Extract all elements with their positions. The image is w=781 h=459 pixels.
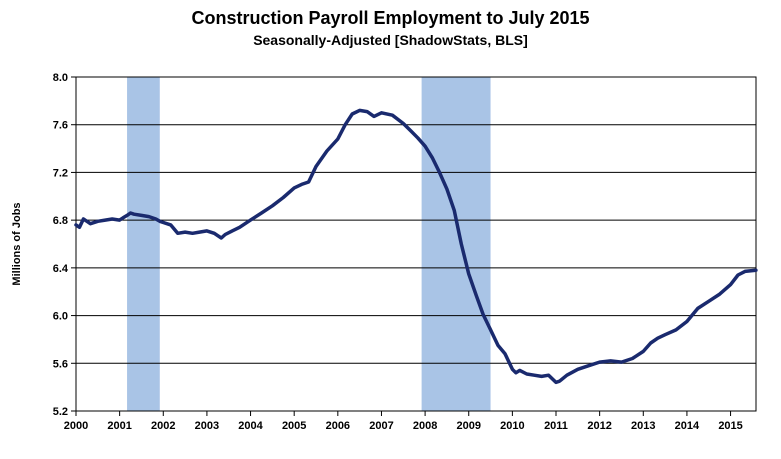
x-tick-label: 2002 [151,420,175,432]
chart-subtitle: Seasonally-Adjusted [ShadowStats, BLS] [253,32,528,48]
y-tick-label: 7.6 [53,120,68,132]
x-tick-label: 2014 [675,420,700,432]
series-line-construction-employment [74,108,758,385]
y-tick-label: 7.2 [53,167,68,179]
x-tick-label: 2008 [413,420,437,432]
x-axis: 2000 2001 2002 2003 2004 2005 2006 2007 2008 2009… [64,411,743,432]
y-tick-label: 6.0 [53,311,68,323]
x-tick-label: 2003 [195,420,219,432]
recession-shading [127,77,491,411]
plot-area [75,76,757,412]
y-tick-label: 6.4 [53,263,69,275]
x-tick-label: 2000 [64,420,88,432]
y-tick-label: 5.6 [53,358,68,370]
y-tick-label: 8.0 [53,72,68,84]
x-tick-label: 2007 [369,420,393,432]
x-tick-label: 2013 [631,420,655,432]
recession-bar-1 [127,77,160,411]
x-tick-label: 2005 [282,420,306,432]
x-tick-label: 2001 [107,420,131,432]
x-tick-label: 2012 [587,420,611,432]
x-tick-label: 2004 [238,420,263,432]
chart-title: Construction Payroll Employment to July … [191,8,590,28]
x-tick-label: 2011 [544,420,568,432]
x-tick-label: 2009 [456,420,480,432]
y-axis: 5.2 5.6 6.0 6.4 6.8 7.2 7.6 8.0 [53,72,76,418]
y-tick-label: 5.2 [53,406,68,418]
y-axis-label: Millions of Jobs [11,202,23,285]
x-tick-label: 2010 [500,420,524,432]
y-tick-label: 6.8 [53,215,68,227]
x-tick-label: 2015 [718,420,742,432]
x-tick-label: 2006 [326,420,350,432]
gridlines [76,76,756,412]
recession-bar-2 [421,77,491,411]
